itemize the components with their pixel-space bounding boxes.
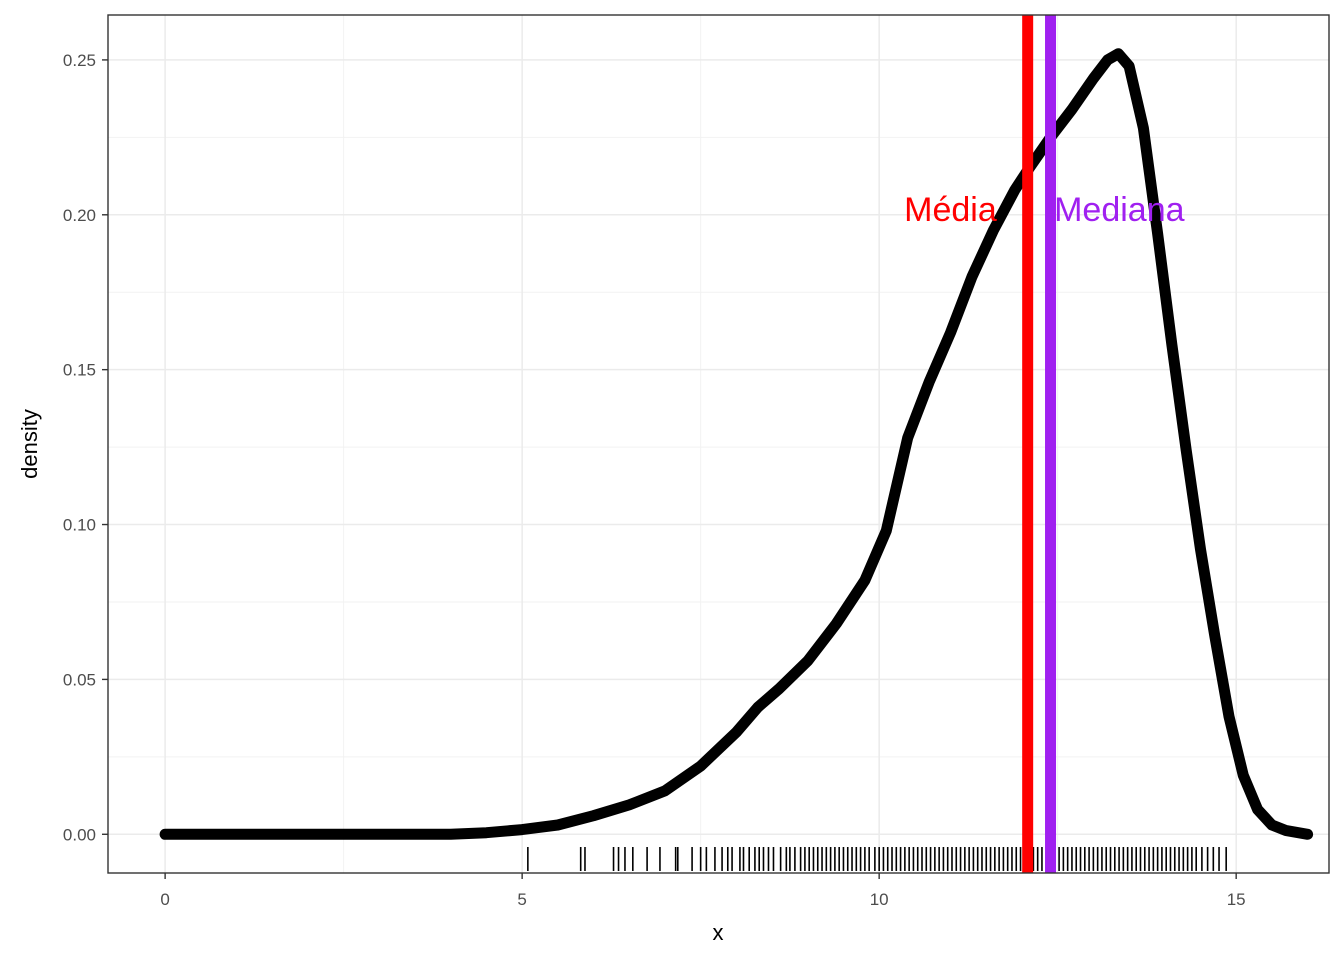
y-tick-label: 0.10: [63, 516, 96, 535]
reference-lines: [1022, 15, 1057, 873]
plot-border: [107, 14, 1330, 874]
x-tick-label: 15: [1227, 890, 1246, 909]
y-axis-title: density: [17, 409, 42, 479]
x-tick-label: 10: [870, 890, 889, 909]
rug-marks: [527, 847, 1227, 871]
annotation-label: Média: [904, 191, 997, 229]
annotations: Média Mediana: [904, 191, 1184, 229]
x-axis-title: x: [713, 920, 724, 945]
y-tick-label: 0.20: [63, 206, 96, 225]
y-axis: 0.00 0.05 0.10 0.15 0.20 0.25: [63, 51, 108, 844]
grid-minor: [108, 15, 1329, 873]
y-tick-label: 0.25: [63, 51, 96, 70]
x-tick-label: 0: [160, 890, 169, 909]
annotation-label: Mediana: [1054, 191, 1185, 229]
x-tick-label: 5: [517, 890, 526, 909]
y-tick-label: 0.00: [63, 825, 96, 844]
x-axis: 0 5 10 15: [160, 873, 1246, 909]
grid-major: [108, 15, 1329, 873]
plot-background: [108, 15, 1329, 873]
y-tick-label: 0.15: [63, 361, 96, 380]
density-line: [159, 48, 1314, 840]
y-tick-label: 0.05: [63, 670, 96, 689]
density-series: [159, 48, 1314, 840]
